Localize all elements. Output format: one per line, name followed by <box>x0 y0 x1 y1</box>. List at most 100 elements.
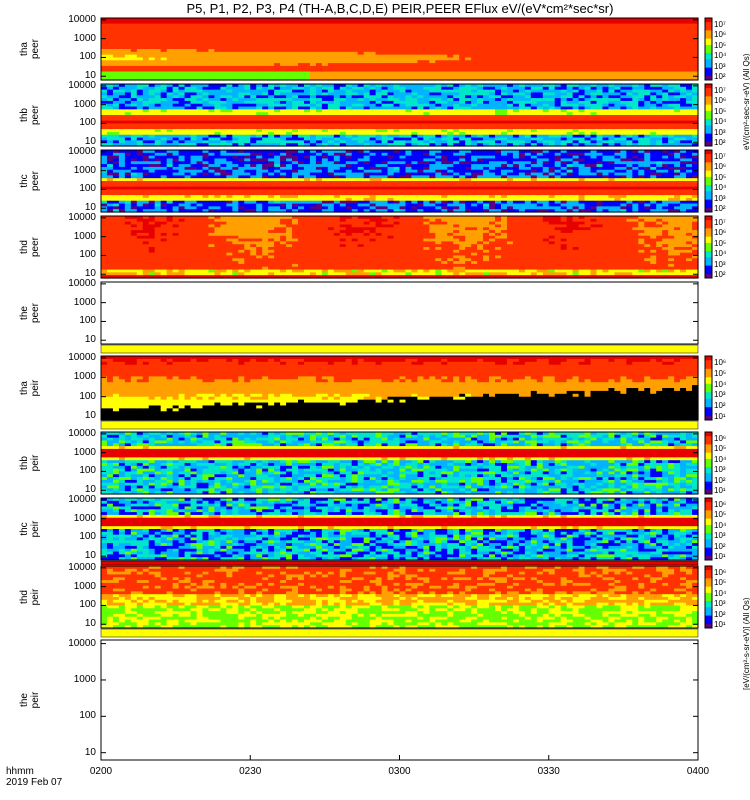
heatmap-cell <box>530 29 538 33</box>
heatmap-cell <box>381 65 389 70</box>
heatmap-cell <box>202 115 210 119</box>
heatmap-cell <box>602 77 610 81</box>
heatmap-cell <box>148 34 156 39</box>
heatmap-cell <box>124 43 132 47</box>
heatmap-cell <box>614 46 621 50</box>
heatmap-cell <box>262 51 269 56</box>
heatmap-cell <box>166 129 174 133</box>
heatmap-cell <box>506 49 514 53</box>
heatmap-cell <box>178 71 186 75</box>
heatmap-cell <box>524 74 532 78</box>
heatmap-cell <box>375 71 383 75</box>
heatmap-cell <box>112 77 120 81</box>
heatmap-cell <box>303 77 311 81</box>
heatmap-cell <box>184 106 192 110</box>
heatmap-cell <box>160 89 168 94</box>
heatmap-cell <box>363 65 371 70</box>
heatmap-cell <box>459 57 466 61</box>
heatmap-cell <box>566 32 574 36</box>
heatmap-cell <box>136 100 144 105</box>
heatmap-cell <box>387 54 395 59</box>
heatmap-cell <box>686 68 693 73</box>
heatmap-cell <box>148 18 156 22</box>
heatmap-cell <box>471 63 478 67</box>
heatmap-cell <box>232 26 239 30</box>
heatmap-cell <box>136 95 144 99</box>
heatmap-cell <box>536 20 544 25</box>
heatmap-cell <box>405 60 413 64</box>
heatmap-cell <box>453 40 460 44</box>
heatmap-cell <box>172 71 180 75</box>
heatmap-cell <box>280 34 287 39</box>
heatmap-cell <box>483 32 490 36</box>
heatmap-cell <box>417 46 424 50</box>
heatmap-cell <box>208 74 216 78</box>
heatmap-cell <box>309 51 317 56</box>
heatmap-cell <box>303 46 311 50</box>
heatmap-cell <box>124 89 132 94</box>
heatmap-cell <box>381 26 389 30</box>
heatmap-cell <box>680 43 687 47</box>
heatmap-cell <box>130 71 138 75</box>
heatmap-cell <box>596 32 604 36</box>
heatmap-cell <box>375 51 383 56</box>
heatmap-cell <box>292 23 299 28</box>
heatmap-cell <box>232 54 239 59</box>
heatmap-cell <box>190 32 198 36</box>
heatmap-cell <box>286 46 293 50</box>
heatmap-cell <box>506 37 514 42</box>
heatmap-cell <box>184 117 192 122</box>
heatmap-cell <box>166 49 174 53</box>
heatmap-cell <box>178 40 186 44</box>
heatmap-cell <box>268 57 275 61</box>
heatmap-cell <box>339 26 347 30</box>
heatmap-cell <box>262 54 269 59</box>
heatmap-cell <box>584 37 592 42</box>
heatmap-cell <box>632 49 639 53</box>
heatmap-cell <box>620 77 627 81</box>
heatmap-cell <box>554 43 562 47</box>
heatmap-cell <box>560 54 568 59</box>
heatmap-cell <box>584 40 592 44</box>
heatmap-cell <box>172 89 180 94</box>
heatmap-cell <box>256 40 263 44</box>
heatmap-cell <box>560 46 568 50</box>
heatmap-cell <box>423 68 430 73</box>
heatmap-cell <box>596 77 604 81</box>
heatmap-cell <box>315 34 323 39</box>
heatmap-cell <box>417 43 424 47</box>
heatmap-cell <box>142 23 150 28</box>
heatmap-cell <box>172 54 180 59</box>
heatmap-cell <box>106 109 114 113</box>
heatmap-cell <box>572 54 580 59</box>
heatmap-cell <box>542 65 550 70</box>
heatmap-cell <box>118 129 126 133</box>
heatmap-cell <box>429 74 436 78</box>
heatmap-cell <box>644 40 651 44</box>
heatmap-cell <box>154 60 162 64</box>
heatmap-cell <box>106 86 114 91</box>
heatmap-cell <box>142 54 150 59</box>
heatmap-cell <box>190 77 198 81</box>
heatmap-cell <box>435 37 442 42</box>
heatmap-cell <box>644 32 651 36</box>
heatmap-cell <box>220 77 227 81</box>
heatmap-cell <box>674 74 681 78</box>
heatmap-cell <box>256 49 263 53</box>
heatmap-cell <box>405 23 413 28</box>
heatmap-cell <box>357 65 365 70</box>
heatmap-cell <box>226 51 233 56</box>
heatmap-cell <box>112 140 120 144</box>
heatmap-cell <box>495 32 502 36</box>
heatmap-cell <box>124 129 132 133</box>
heatmap-cell <box>363 43 371 47</box>
heatmap-cell <box>184 60 192 64</box>
heatmap-cell <box>483 46 490 50</box>
heatmap-cell <box>644 37 651 42</box>
heatmap-cell <box>608 74 616 78</box>
heatmap-cell <box>644 43 651 47</box>
heatmap-cell <box>178 120 186 125</box>
heatmap-cell <box>142 37 150 42</box>
heatmap-cell <box>357 63 365 67</box>
heatmap-cell <box>626 71 633 75</box>
